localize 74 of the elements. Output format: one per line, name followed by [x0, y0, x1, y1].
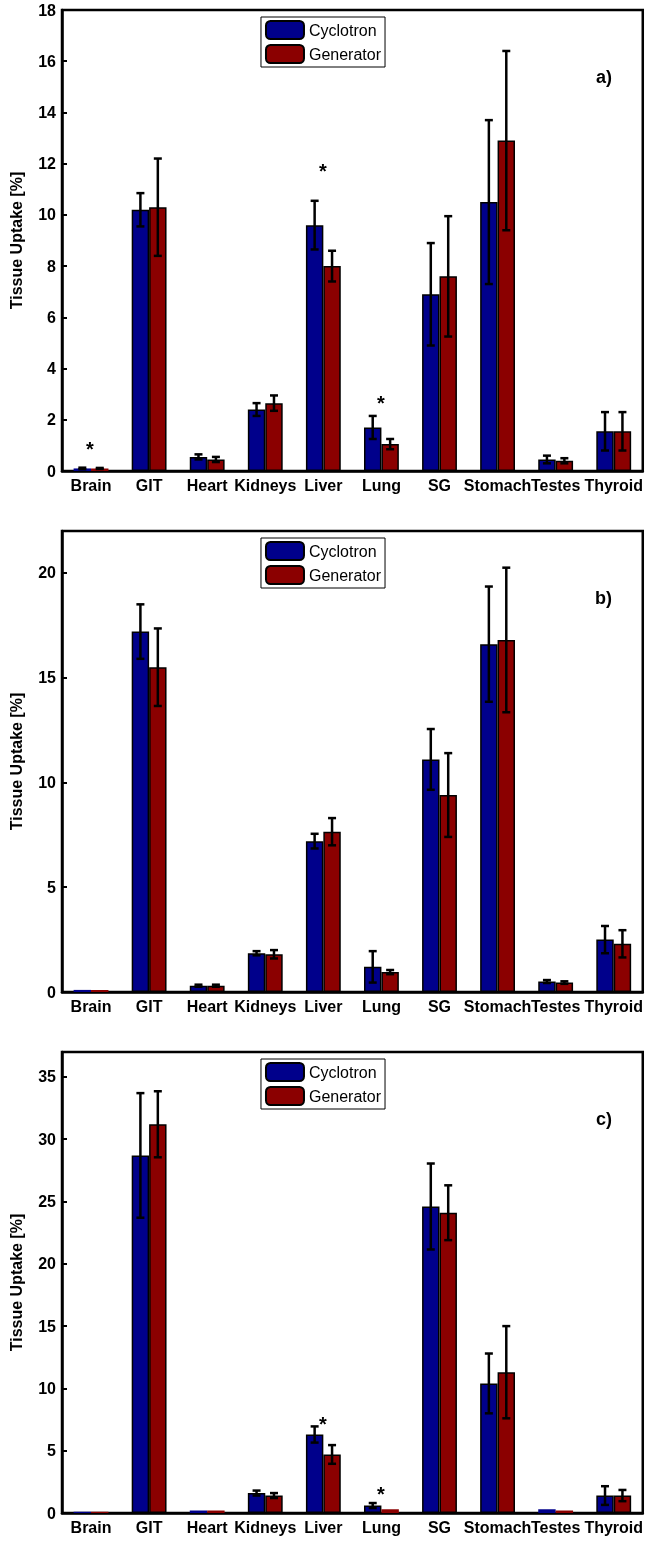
- legend-label: Generator: [308, 45, 382, 63]
- legend-label: Generator: [308, 566, 382, 584]
- x-tick-label: Testes: [530, 1518, 581, 1536]
- y-tick-label: 20: [38, 1255, 57, 1273]
- y-tick-label: 16: [38, 52, 57, 70]
- x-tick-label: Stomach: [463, 997, 532, 1015]
- annotation: a): [596, 67, 613, 87]
- y-tick-label: 0: [47, 983, 57, 1001]
- y-tick-label: 10: [38, 1379, 57, 1397]
- y-tick-label: 20: [38, 564, 57, 582]
- y-tick-label: 35: [38, 1068, 57, 1086]
- x-tick-label: GIT: [135, 997, 163, 1015]
- x-tick-label: Lung: [361, 1518, 401, 1536]
- y-tick-label: 0: [47, 462, 57, 480]
- y-tick-label: 12: [38, 155, 57, 173]
- x-tick-label: Liver: [304, 476, 343, 494]
- annotation: c): [596, 1109, 613, 1129]
- x-tick-label: Thyroid: [584, 476, 644, 494]
- x-tick-label: Testes: [530, 997, 581, 1015]
- x-tick-label: Heart: [186, 1518, 229, 1536]
- x-tick-label: Testes: [530, 476, 581, 494]
- x-tick-label: GIT: [135, 476, 163, 494]
- x-tick-label: Brain: [70, 1518, 112, 1536]
- x-tick-label: Stomach: [463, 1518, 532, 1536]
- y-tick-label: 14: [38, 103, 57, 121]
- bar: [381, 1509, 399, 1513]
- y-tick-label: 2: [47, 411, 57, 429]
- x-tick-label: Liver: [304, 1518, 343, 1536]
- y-tick-label: 25: [38, 1193, 57, 1211]
- legend-label: Cyclotron: [308, 1063, 377, 1081]
- y-axis-title: Tissue Uptake [%]: [7, 171, 25, 310]
- x-tick-label: Brain: [70, 997, 112, 1015]
- x-tick-label: Lung: [361, 997, 401, 1015]
- y-tick-label: 8: [47, 257, 57, 275]
- annotation: *: [319, 1413, 328, 1435]
- y-axis-title: Tissue Uptake [%]: [7, 692, 25, 831]
- x-tick-label: Thyroid: [584, 1518, 644, 1536]
- y-tick-label: 5: [47, 1442, 57, 1460]
- x-tick-label: SG: [427, 1518, 452, 1536]
- x-tick-label: Liver: [304, 997, 343, 1015]
- y-tick-label: 0: [47, 1504, 57, 1522]
- annotation: *: [319, 160, 328, 182]
- y-tick-label: 6: [47, 308, 57, 326]
- x-tick-label: Heart: [186, 997, 229, 1015]
- x-tick-label: Thyroid: [584, 997, 644, 1015]
- annotation: *: [377, 1483, 386, 1505]
- x-tick-label: Kidneys: [234, 1518, 297, 1536]
- y-tick-label: 4: [47, 360, 57, 378]
- annotation: *: [86, 438, 95, 460]
- annotation: b): [595, 588, 613, 608]
- x-tick-label: Kidneys: [234, 997, 297, 1015]
- x-tick-label: Heart: [186, 476, 229, 494]
- x-tick-label: SG: [427, 476, 452, 494]
- x-tick-label: Brain: [70, 476, 112, 494]
- x-tick-label: Lung: [361, 476, 401, 494]
- bar: [91, 989, 109, 992]
- y-axis-title: Tissue Uptake [%]: [7, 1213, 25, 1352]
- bar: [73, 989, 92, 992]
- y-tick-label: 30: [38, 1130, 57, 1148]
- annotation: *: [377, 392, 386, 414]
- y-tick-label: 5: [47, 878, 57, 896]
- x-tick-label: SG: [427, 997, 452, 1015]
- bar: [538, 1509, 556, 1513]
- y-tick-label: 18: [38, 1, 57, 19]
- x-tick-label: Kidneys: [234, 476, 297, 494]
- legend-label: Cyclotron: [308, 542, 377, 560]
- y-tick-label: 10: [38, 773, 57, 791]
- legend-label: Generator: [308, 1087, 382, 1105]
- x-tick-label: GIT: [135, 1518, 163, 1536]
- legend-label: Cyclotron: [308, 21, 377, 39]
- y-tick-label: 10: [38, 206, 57, 224]
- y-tick-label: 15: [38, 669, 57, 687]
- x-tick-label: Stomach: [463, 476, 532, 494]
- y-tick-label: 15: [38, 1317, 57, 1335]
